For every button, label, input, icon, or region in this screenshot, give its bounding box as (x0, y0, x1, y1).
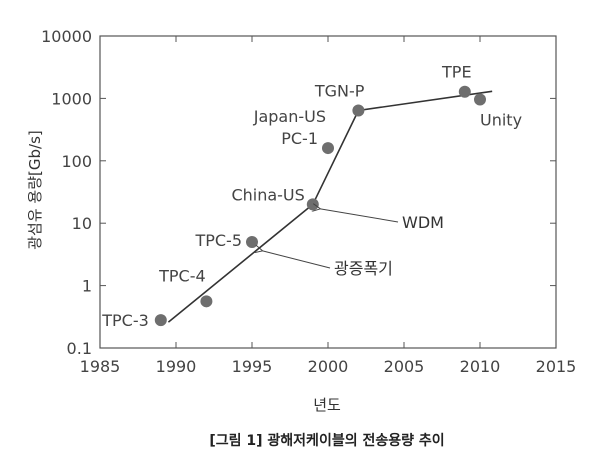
data-point (474, 93, 486, 106)
data-point (352, 104, 365, 117)
data-point (154, 314, 167, 327)
x-tick-label: 1995 (232, 357, 273, 376)
annotations: WDM 광증폭기 (263, 209, 444, 278)
data-point (322, 142, 334, 155)
data-point (246, 235, 258, 248)
point-labels: TPC-3 TPC-4 TPC-5 China-US Japan-US PC-1 TGN-P… (101, 63, 522, 330)
x-axis-title: 년도 (313, 396, 341, 414)
data-point (458, 85, 471, 98)
point-label: China-US (231, 185, 304, 204)
point-label: TGN-P (314, 81, 365, 100)
x-tick-label: 2000 (308, 357, 349, 376)
y-tick-label: 0.1 (67, 339, 92, 358)
x-tick-label: 1985 (80, 357, 121, 376)
x-tick-label: 2005 (384, 357, 425, 376)
y-tick-label: 10000 (41, 27, 92, 46)
point-label: PC-1 (281, 129, 318, 148)
annotation-arrow (320, 209, 399, 223)
ticks: 1985 1990 1995 2000 2005 2010 2015 0.1 1 10 100 100… (41, 27, 576, 376)
data-point (306, 198, 319, 211)
data-point (200, 295, 213, 308)
trend-line (167, 90, 493, 323)
point-label: TPE (441, 63, 472, 82)
point-label: Japan-US (253, 107, 326, 126)
data-points (154, 85, 486, 327)
point-label: TPC-5 (194, 231, 242, 250)
point-label: TPC-3 (101, 311, 149, 330)
y-tick-label: 100 (61, 152, 92, 171)
annotation-label: WDM (402, 213, 444, 232)
annotation-label: 광증폭기 (334, 259, 393, 278)
figure-caption: [그림 1] 광해저케이블의 전송용량 추이 (209, 432, 444, 449)
x-tick-label: 2015 (536, 357, 577, 376)
x-tick-label: 2010 (460, 357, 501, 376)
trend-line-group (167, 90, 493, 323)
y-tick-label: 10 (72, 214, 92, 233)
y-tick-label: 1000 (51, 89, 92, 108)
x-tick-label: 1990 (156, 357, 197, 376)
annotation-arrow (263, 251, 331, 269)
point-label: Unity (480, 111, 522, 130)
y-tick-label: 1 (82, 277, 92, 296)
y-axis-title: 광섬유 용량[Gb/s] (26, 130, 44, 250)
point-label: TPC-4 (158, 266, 206, 285)
